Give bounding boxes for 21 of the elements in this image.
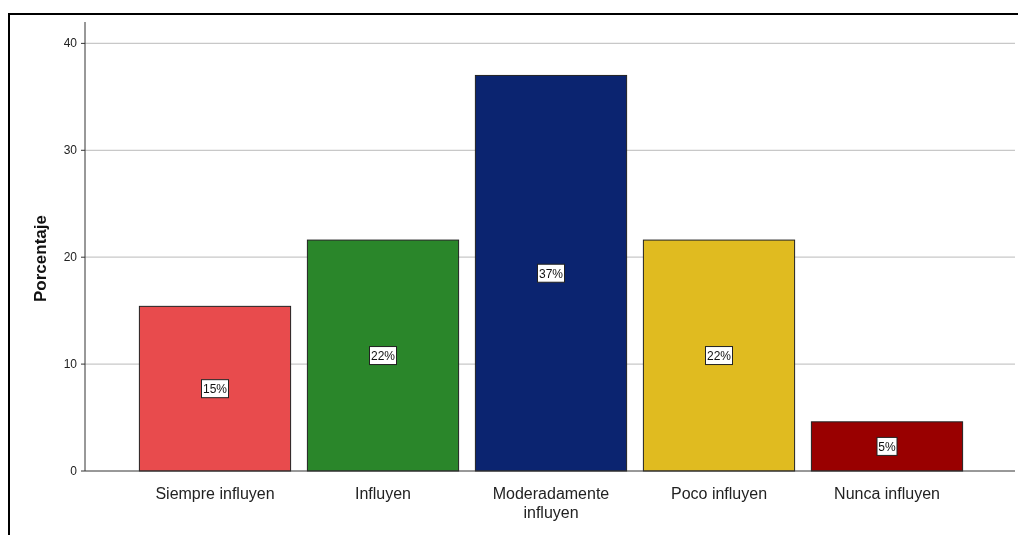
y-tick-label: 20: [63, 250, 78, 265]
x-tick-label: Nunca influyen: [834, 485, 940, 502]
bar: [138, 305, 292, 472]
y-tick-label: 0: [70, 464, 78, 478]
y-tick-label: 30: [63, 143, 78, 158]
y-tick-label: 10: [63, 357, 78, 372]
y-tick-label: 40: [63, 36, 78, 51]
data-label: 37%: [538, 266, 564, 281]
bar: [306, 239, 460, 472]
data-label: 5%: [878, 439, 896, 454]
x-tick-label: Siempre influyen: [155, 485, 275, 502]
data-label: 22%: [706, 349, 732, 364]
x-tick-label: Influyen: [354, 485, 412, 502]
x-tick-label: Moderadamente influyen: [492, 485, 610, 521]
bar: [642, 239, 796, 472]
x-tick-label: Poco influyen: [670, 485, 768, 502]
data-label: 22%: [370, 349, 396, 364]
bar: [474, 74, 628, 472]
y-axis-title: Porcentaje: [31, 215, 50, 302]
data-label: 15%: [202, 382, 228, 397]
bar: [810, 421, 964, 472]
